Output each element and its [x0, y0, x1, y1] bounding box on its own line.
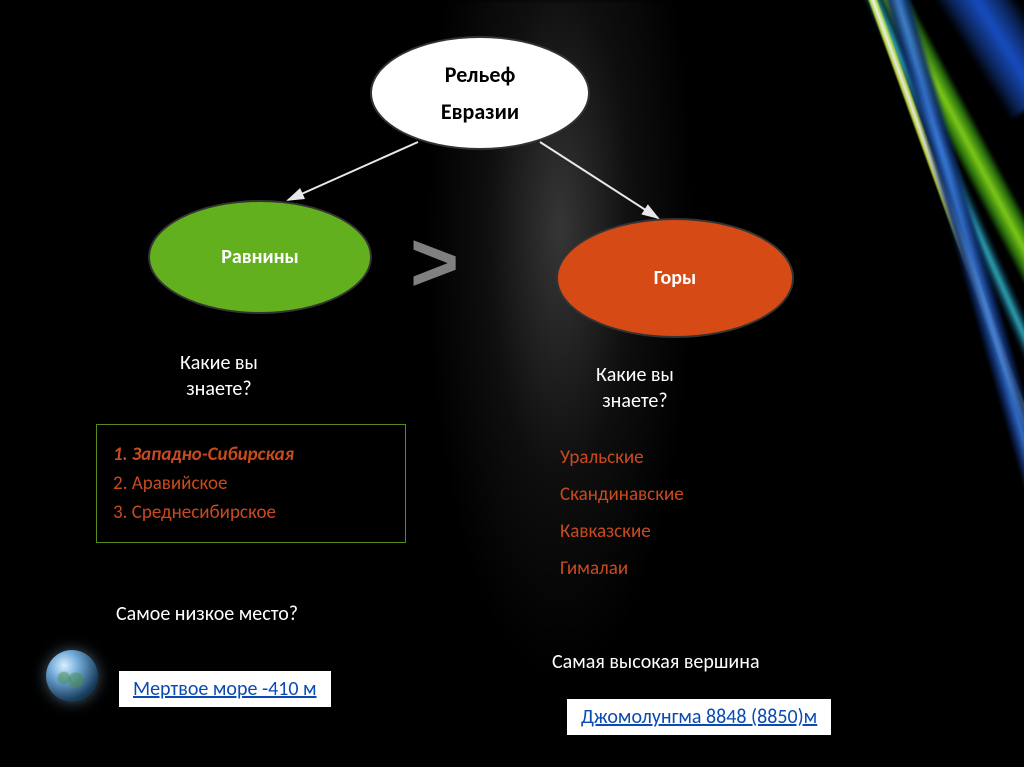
mountains-list-item: Кавказские	[560, 520, 684, 543]
root-line2: Евразии	[441, 98, 519, 125]
mountains-list-item: Гималаи	[560, 557, 684, 580]
lowest-answer-link[interactable]: Мертвое море -410 м	[118, 670, 332, 708]
root-line1: Рельеф	[445, 61, 516, 88]
plains-label: Равнины	[221, 245, 299, 269]
mountains-list-item: Уральские	[560, 446, 684, 469]
root-node: Рельеф Евразии	[370, 36, 590, 150]
plains-list-item: 2. Аравийское	[113, 472, 389, 495]
question-plains: Какие вы знаете?	[180, 350, 258, 402]
plains-list-item: 3. Среднесибирское	[113, 501, 389, 524]
plains-list-item: 1. Западно-Сибирская	[113, 443, 389, 466]
lowest-question: Самое низкое место?	[116, 602, 298, 626]
greater-than-symbol: >	[410, 214, 459, 311]
globe-icon	[46, 650, 98, 702]
plains-node: Равнины	[148, 200, 372, 314]
mountains-node: Горы	[556, 218, 794, 338]
mountains-label: Горы	[654, 266, 697, 290]
mountains-list-item: Скандинавские	[560, 483, 684, 506]
question-mountains: Какие вы знаете?	[596, 362, 674, 414]
mountains-list: Уральские Скандинавские Кавказские Гималаи	[560, 432, 684, 594]
highest-answer-link[interactable]: Джомолунгма 8848 (8850)м	[566, 698, 832, 736]
highest-question: Самая высокая вершина	[552, 650, 760, 674]
plains-list: 1. Западно-Сибирская 2. Аравийское 3. Сред…	[96, 424, 406, 543]
